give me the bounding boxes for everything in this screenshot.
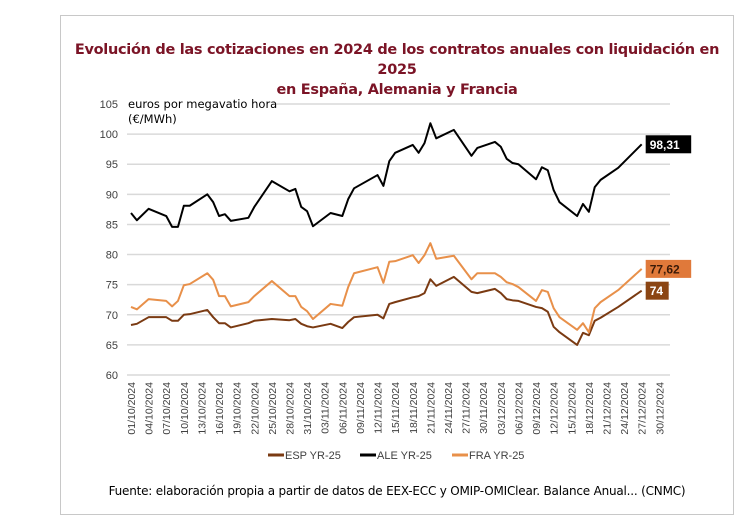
x-tick-label: 24/12/2024 xyxy=(619,382,631,435)
x-tick-label: 01/10/2024 xyxy=(126,382,138,435)
end-label-box xyxy=(645,135,692,154)
end-label-box xyxy=(645,281,669,300)
x-tick-label: 30/11/2024 xyxy=(478,382,490,434)
x-tick-label: 21/11/2024 xyxy=(425,382,437,434)
end-value-label: 98,31 xyxy=(650,138,680,152)
x-tick-label: 25/10/2024 xyxy=(267,382,279,435)
x-tick-label: 28/10/2024 xyxy=(284,382,296,435)
chart-frame xyxy=(60,15,734,515)
legend-label: ESP YR-25 xyxy=(285,450,341,462)
y-tick-label: 75 xyxy=(106,280,118,292)
x-tick-label: 06/12/2024 xyxy=(513,382,525,435)
x-tick-label: 15/12/2024 xyxy=(566,382,578,435)
x-tick-label: 24/11/2024 xyxy=(443,382,455,434)
series-line-esp-yr-25 xyxy=(130,275,643,346)
source-footer: Fuente: elaboración propia a partir de d… xyxy=(108,484,686,498)
x-tick-label: 18/12/2024 xyxy=(584,382,596,435)
title-line-2: en España, Alemania y Francia xyxy=(276,82,518,98)
y-tick-label: 95 xyxy=(106,159,118,171)
x-tick-label: 19/10/2024 xyxy=(232,382,244,435)
x-tick-label: 30/12/2024 xyxy=(654,382,666,435)
x-tick-label: 04/10/2024 xyxy=(144,382,156,435)
x-tick-label: 27/11/2024 xyxy=(461,382,473,434)
legend-label: ALE YR-25 xyxy=(377,450,432,462)
x-tick-label: 13/10/2024 xyxy=(196,382,208,435)
x-tick-label: 22/10/2024 xyxy=(249,382,261,435)
x-tick-label: 21/12/2024 xyxy=(601,382,613,435)
y-axis-label-line2: (€/MWh) xyxy=(128,112,177,126)
end-label-box xyxy=(645,259,692,278)
x-tick-label: 18/11/2024 xyxy=(408,382,420,434)
series-line-ale-yr-25 xyxy=(130,122,643,228)
y-tick-label: 65 xyxy=(106,340,118,352)
x-tick-label: 03/12/2024 xyxy=(496,382,508,435)
y-tick-label: 90 xyxy=(106,189,118,201)
y-tick-label: 105 xyxy=(100,99,118,111)
x-tick-label: 10/10/2024 xyxy=(179,382,191,435)
y-tick-label: 85 xyxy=(106,219,118,231)
x-tick-label: 07/10/2024 xyxy=(161,382,173,435)
y-tick-label: 80 xyxy=(106,250,118,262)
x-tick-label: 09/12/2024 xyxy=(531,382,543,435)
chart-title: Evolución de las cotizaciones en 2024 de… xyxy=(60,40,734,100)
y-axis-label-line1: euros por megavatio hora xyxy=(128,97,277,111)
x-tick-label: 09/11/2024 xyxy=(355,382,367,434)
x-tick-label: 31/10/2024 xyxy=(302,382,314,435)
y-tick-label: 60 xyxy=(106,370,118,382)
end-value-label: 74 xyxy=(650,284,664,298)
x-tick-label: 03/11/2024 xyxy=(320,382,332,434)
end-value-label: 77,62 xyxy=(650,262,680,276)
x-tick-label: 15/11/2024 xyxy=(390,382,402,434)
y-tick-label: 100 xyxy=(100,129,118,141)
x-tick-label: 06/11/2024 xyxy=(337,382,349,434)
x-tick-label: 16/10/2024 xyxy=(214,382,226,435)
x-tick-label: 12/11/2024 xyxy=(373,382,385,434)
ylabel-bg xyxy=(126,96,276,128)
x-tick-label: 27/12/2024 xyxy=(637,382,649,435)
series-line-fra-yr-25 xyxy=(130,242,643,334)
title-line-1: Evolución de las cotizaciones en 2024 de… xyxy=(74,42,720,78)
y-tick-label: 70 xyxy=(106,310,118,322)
legend-label: FRA YR-25 xyxy=(469,450,524,462)
x-tick-label: 12/12/2024 xyxy=(549,382,561,435)
